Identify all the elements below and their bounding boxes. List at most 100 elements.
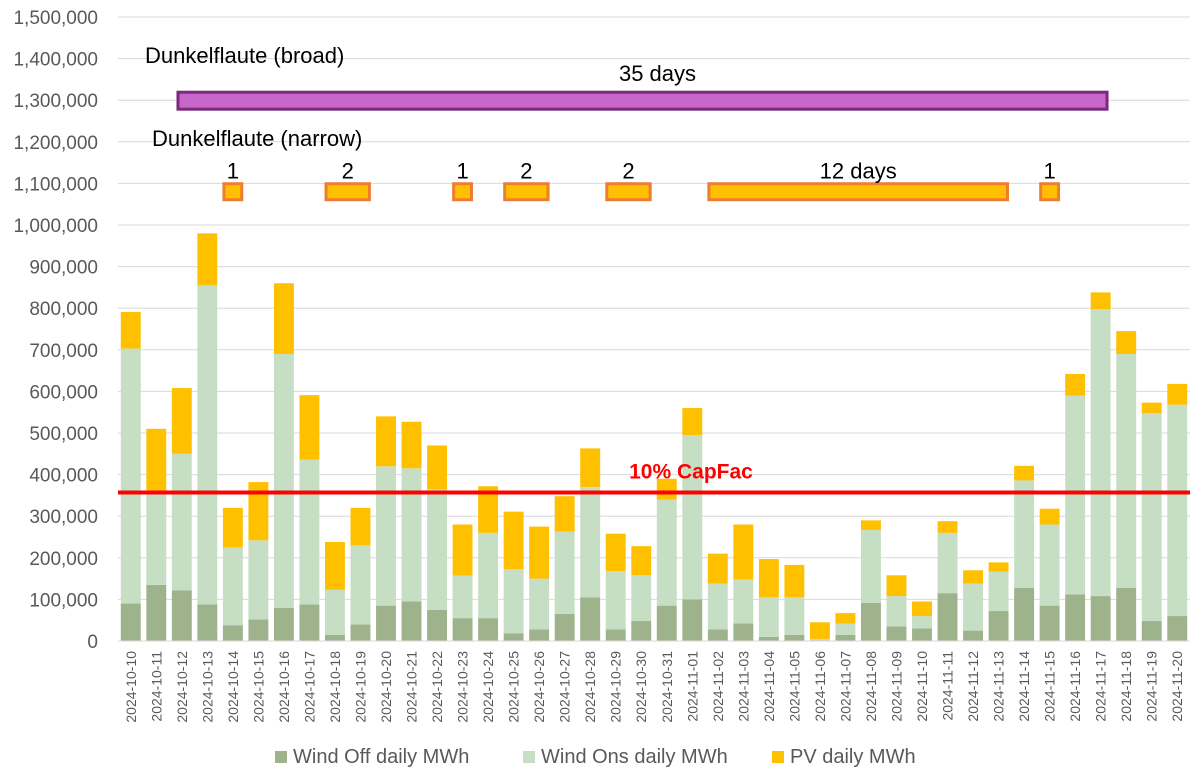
- bar-segment-series-1: [809, 638, 830, 641]
- x-tick-label: 2024-10-31: [659, 651, 675, 723]
- y-tick-label: 900,000: [29, 258, 98, 279]
- bar-segment-series-1: [758, 597, 779, 637]
- bar-segment-series-0: [912, 628, 932, 641]
- broad-period-label: 35 days: [619, 61, 696, 86]
- bar-segment-series-2: [222, 507, 243, 548]
- x-tick-label: 2024-10-15: [250, 651, 266, 723]
- threshold-label: 10% CapFac: [629, 460, 753, 483]
- bar-segment-series-1: [376, 466, 396, 606]
- bar-segment-series-2: [835, 613, 856, 624]
- bar-segment-series-0: [248, 619, 269, 641]
- bar-segment-series-1: [963, 583, 984, 631]
- bar-segment-series-2: [1065, 373, 1086, 396]
- bar-segment-series-0: [605, 629, 626, 641]
- y-tick-label: 100,000: [29, 590, 98, 611]
- bar-segment-series-1: [631, 575, 652, 622]
- bar-segment-series-1: [299, 459, 320, 605]
- bar-segment-series-0: [860, 602, 881, 641]
- bar-segment-series-1: [1014, 480, 1035, 588]
- narrow-period-label: 1: [1043, 159, 1055, 184]
- bar-segment-series-2: [963, 570, 984, 584]
- bar-segment-series-0: [324, 634, 345, 641]
- bar-segment-series-0: [350, 624, 371, 641]
- x-tick-label: 2024-11-10: [914, 651, 930, 722]
- bar-segment-series-0: [631, 621, 652, 641]
- x-tick-label: 2024-11-20: [1169, 651, 1185, 722]
- legend-label: PV daily MWh: [790, 746, 916, 768]
- x-tick-label: 2024-11-06: [812, 651, 828, 722]
- bar-segment-series-2: [554, 496, 575, 532]
- bar-segment-series-2: [860, 520, 881, 530]
- y-tick-label: 1,200,000: [13, 133, 98, 154]
- legend-swatch: [772, 751, 784, 763]
- x-tick-label: 2024-10-21: [404, 651, 420, 723]
- bar-segment-series-0: [554, 613, 575, 641]
- bar-segment-series-2: [733, 524, 754, 580]
- bar-segment-series-1: [707, 583, 728, 630]
- bar-segment-series-2: [248, 482, 269, 541]
- bar-segment-series-1: [860, 529, 881, 603]
- x-tick-label: 2024-11-01: [684, 651, 700, 722]
- bar-segment-series-1: [937, 532, 958, 594]
- bar-segment-series-1: [1039, 524, 1060, 606]
- x-tick-label: 2024-10-14: [225, 651, 241, 723]
- narrow-period-bar: [1039, 182, 1061, 202]
- bar-segment-series-2: [324, 541, 345, 590]
- bar-segment-series-1: [656, 499, 677, 606]
- x-tick-label: 2024-10-26: [531, 651, 547, 723]
- bar-segment-series-0: [784, 634, 805, 641]
- bar-segment-series-1: [401, 468, 422, 602]
- bar-segment-series-1: [222, 547, 243, 626]
- bar-segment-series-0: [427, 609, 448, 641]
- bar-segment-series-2: [937, 521, 958, 533]
- bar-segment-series-1: [605, 571, 626, 630]
- bar-segment-series-2: [171, 388, 192, 454]
- x-tick-label: 2024-10-11: [148, 651, 164, 722]
- x-tick-label: 2024-10-23: [455, 651, 471, 723]
- bar-segment-series-1: [120, 348, 141, 604]
- narrow-period-label: 1: [227, 159, 239, 184]
- bar-segment-series-2: [1167, 383, 1188, 405]
- x-tick-label: 2024-11-16: [1067, 651, 1083, 722]
- y-tick-label: 1,300,000: [13, 91, 98, 112]
- y-tick-label: 200,000: [29, 549, 98, 570]
- x-tick-label: 2024-10-28: [582, 651, 598, 723]
- x-tick-label: 2024-10-25: [506, 651, 522, 723]
- x-tick-label: 2024-10-19: [352, 651, 368, 723]
- x-tick-label: 2024-10-30: [633, 651, 649, 723]
- bar-segment-series-2: [707, 553, 728, 584]
- bar-segment-series-0: [937, 593, 958, 641]
- bar-segment-series-0: [503, 633, 524, 641]
- narrow-period-label: 1: [456, 159, 468, 184]
- bar-segment-series-0: [273, 607, 294, 641]
- y-tick-label: 300,000: [29, 507, 98, 528]
- bar-segment-series-2: [273, 283, 294, 354]
- bar-segment-series-0: [1167, 616, 1188, 641]
- bar-segment-series-0: [222, 625, 243, 641]
- bar-segment-series-1: [580, 487, 601, 598]
- bar-segment-series-0: [1116, 587, 1137, 641]
- bar-segment-series-2: [631, 546, 652, 576]
- bar-segment-series-2: [376, 416, 396, 467]
- bar-segment-series-0: [299, 604, 320, 641]
- legend-swatch: [275, 751, 287, 763]
- bar-segment-series-1: [682, 435, 703, 600]
- narrow-period-bar: [605, 182, 652, 202]
- narrow-period-label: 2: [342, 159, 354, 184]
- narrow-period-bar: [222, 182, 244, 202]
- x-tick-label: 2024-10-22: [429, 651, 445, 723]
- bar-segment-series-1: [784, 597, 805, 635]
- bar-segment-series-2: [809, 622, 830, 639]
- legend: Wind Off daily MWh Wind Ons daily MWh PV d…: [275, 746, 916, 768]
- bar-segment-series-0: [452, 618, 473, 641]
- narrow-period-label: 2: [622, 159, 634, 184]
- bar-segment-series-2: [427, 445, 448, 490]
- bar-segment-series-2: [478, 486, 499, 533]
- y-tick-label: 0: [87, 632, 98, 653]
- bar-segment-series-0: [146, 584, 167, 641]
- x-tick-label: 2024-11-12: [965, 651, 981, 722]
- legend-label: Wind Ons daily MWh: [541, 746, 728, 768]
- bar-segment-series-0: [197, 604, 218, 641]
- bar-segment-series-2: [605, 533, 626, 572]
